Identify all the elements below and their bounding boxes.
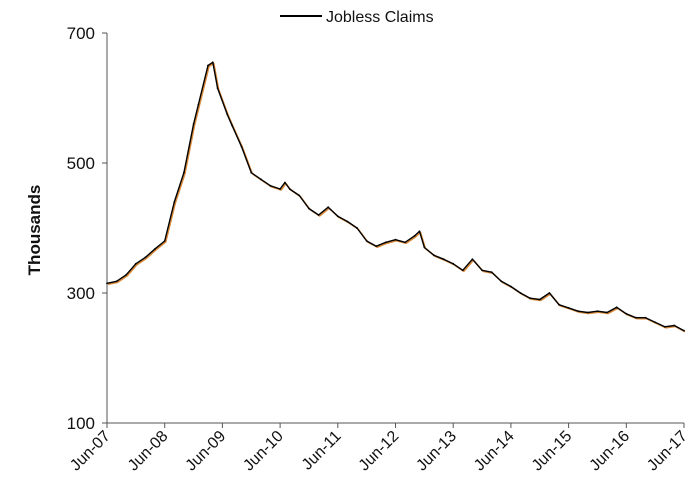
- y-tick-label: 500: [67, 154, 95, 173]
- y-tick-label: 100: [67, 414, 95, 433]
- data-point: [211, 61, 214, 64]
- data-point: [529, 297, 531, 300]
- x-tick-label: Jun-12: [356, 428, 403, 475]
- data-point: [125, 273, 128, 276]
- x-tick-label: Jun-10: [240, 428, 287, 475]
- data-point: [163, 240, 166, 242]
- data-point: [433, 254, 435, 257]
- data-point: [548, 292, 551, 294]
- data-point: [615, 306, 618, 309]
- data-point: [260, 178, 262, 181]
- x-tick-label: Jun-13: [413, 428, 460, 475]
- data-point: [644, 316, 647, 319]
- data-point: [365, 240, 368, 242]
- y-axis-ticks: 100 300 500 700: [67, 24, 107, 433]
- x-tick-label: Jun-08: [125, 428, 172, 475]
- data-point: [269, 184, 272, 187]
- axes: [106, 33, 684, 424]
- data-point: [490, 271, 493, 274]
- data-point: [461, 269, 464, 272]
- x-tick-label: Jun-07: [67, 428, 114, 475]
- data-point: [327, 206, 330, 209]
- data-point: [394, 238, 397, 241]
- data-point: [250, 171, 253, 174]
- data-point: [558, 303, 560, 306]
- data-point: [673, 324, 676, 327]
- data-point: [452, 262, 455, 265]
- data-point: [418, 230, 421, 233]
- data-point: [586, 311, 589, 314]
- data-point: [413, 234, 416, 237]
- data-point: [500, 280, 503, 283]
- data-point: [288, 188, 291, 190]
- data-point: [154, 247, 157, 250]
- data-point: [596, 310, 599, 313]
- data-point: [336, 215, 339, 218]
- y-tick-label: 300: [67, 284, 95, 303]
- data-point: [606, 311, 608, 314]
- data-point: [423, 246, 426, 249]
- y-axis-title: Thousands: [25, 185, 44, 276]
- x-tick-label: Jun-17: [644, 428, 691, 475]
- data-point: [356, 227, 358, 229]
- data-point: [192, 123, 195, 125]
- data-point: [173, 201, 176, 203]
- x-tick-label: Jun-15: [529, 428, 576, 475]
- data-point: [481, 269, 483, 272]
- data-point: [284, 181, 286, 184]
- data-point: [683, 329, 685, 332]
- data-point: [510, 285, 512, 288]
- data-point: [625, 312, 628, 315]
- data-point: [298, 194, 301, 197]
- x-tick-label: Jun-11: [299, 428, 345, 474]
- series-line: [106, 61, 685, 332]
- legend: Jobless Claims: [280, 9, 434, 26]
- data-point: [654, 321, 656, 324]
- data-point: [207, 64, 209, 67]
- data-point: [519, 292, 522, 294]
- legend-label: Jobless Claims: [326, 9, 434, 26]
- data-point: [567, 307, 570, 309]
- data-point: [231, 124, 233, 127]
- data-point: [663, 325, 666, 328]
- data-point: [183, 171, 185, 174]
- series-layer: [106, 61, 686, 333]
- data-point: [577, 310, 580, 313]
- data-point: [216, 87, 219, 90]
- data-point: [385, 241, 387, 244]
- data-point: [279, 188, 281, 190]
- y-tick-label: 700: [67, 24, 95, 43]
- data-point: [106, 282, 108, 285]
- x-tick-label: Jun-16: [587, 428, 634, 475]
- data-point: [471, 258, 474, 261]
- data-point: [442, 258, 445, 261]
- x-tick-label: Jun-14: [471, 428, 518, 475]
- data-point: [346, 220, 349, 223]
- data-point: [115, 280, 118, 283]
- data-point: [317, 214, 320, 216]
- series-shadow-line: [107, 62, 686, 333]
- data-point: [308, 207, 310, 210]
- data-point: [240, 145, 243, 148]
- data-point: [226, 113, 229, 116]
- data-point: [134, 262, 137, 265]
- data-point: [375, 245, 378, 248]
- data-point: [197, 103, 200, 106]
- data-point: [144, 256, 147, 259]
- data-point: [404, 241, 406, 244]
- data-point: [635, 316, 637, 319]
- data-point: [538, 298, 541, 301]
- x-tick-label: Jun-09: [183, 428, 230, 475]
- x-axis-ticks: Jun-07 Jun-08 Jun-09 Jun-10 Jun-11 Jun-12 Jun-…: [67, 423, 691, 474]
